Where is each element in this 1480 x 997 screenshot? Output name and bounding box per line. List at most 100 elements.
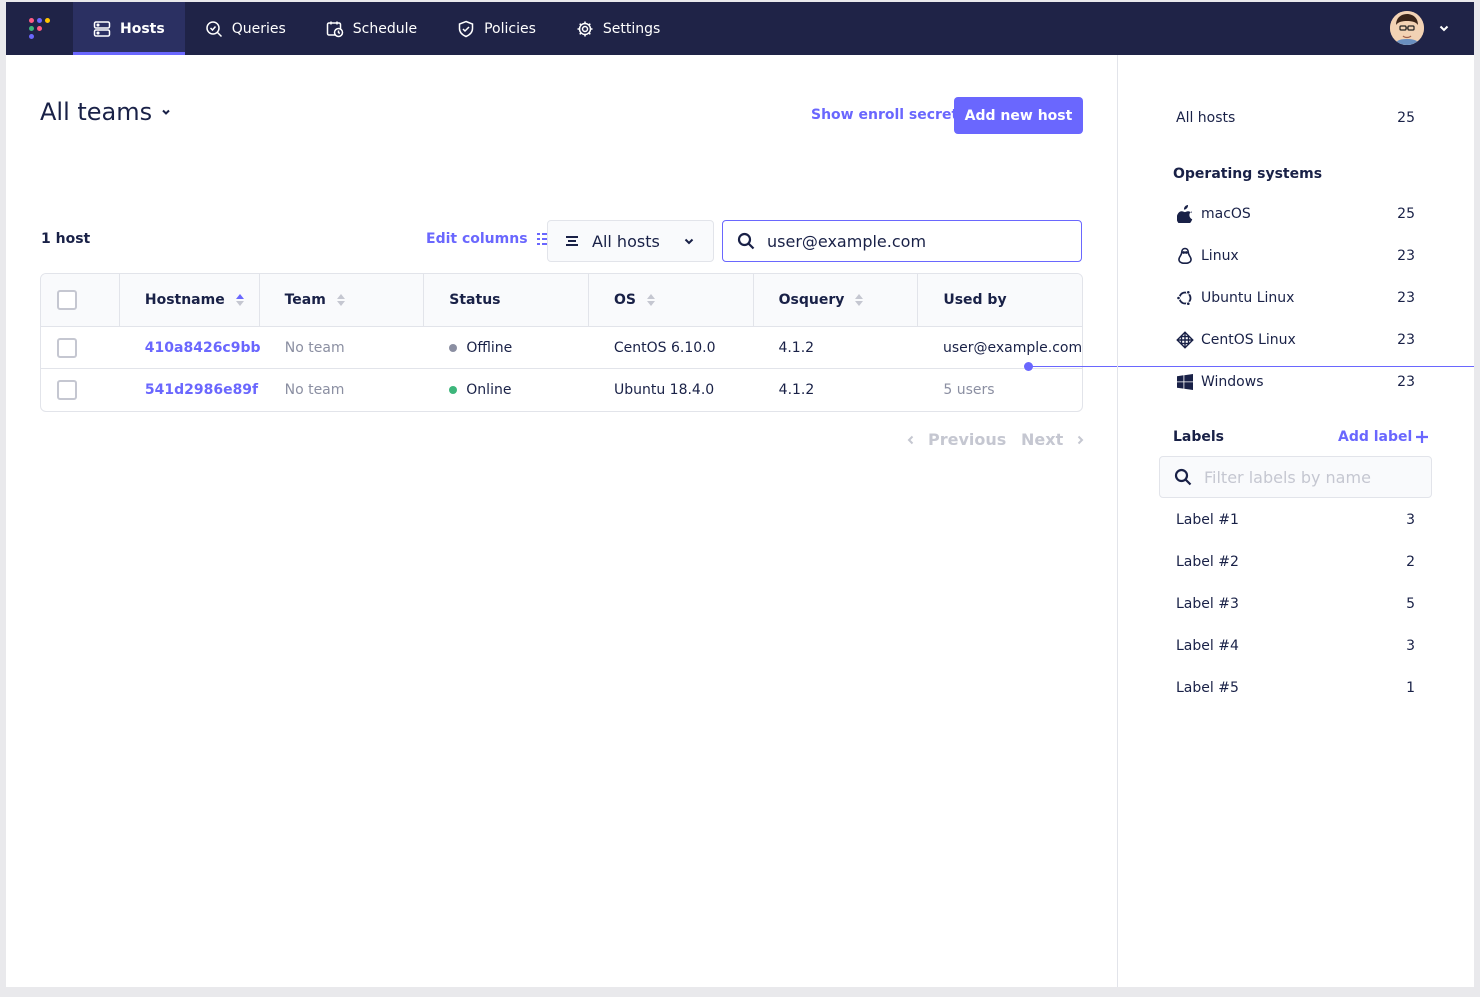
sidebar-item-label: All hosts	[1176, 110, 1236, 126]
apple-icon	[1176, 205, 1194, 223]
hosts-page: All teams Show enroll secret Add new hos…	[40, 55, 1085, 987]
sidebar-item-centos[interactable]: CentOS Linux 23	[1176, 331, 1415, 349]
sidebar-item-all-hosts[interactable]: All hosts 25	[1176, 110, 1415, 126]
select-all-checkbox[interactable]	[57, 290, 77, 310]
status-dot	[449, 386, 458, 394]
user-menu[interactable]	[1390, 11, 1450, 45]
hostname-link[interactable]: 541d2986e89f	[144, 382, 259, 398]
hosts-table: Hostname Team Status OS Osquery	[40, 273, 1083, 412]
chevron-down-icon[interactable]	[1438, 22, 1450, 34]
fleet-logo[interactable]	[6, 2, 73, 55]
sort-ascending-icon	[235, 294, 244, 306]
sidebar-item-label-5[interactable]: Label #5 1	[1176, 680, 1415, 696]
sort-icon	[855, 294, 864, 306]
sidebar-item-macos[interactable]: macOS 25	[1176, 205, 1415, 223]
sidebar-item-label-3[interactable]: Label #3 5	[1176, 596, 1415, 612]
used-by-cell[interactable]: 5 users	[943, 382, 995, 398]
nav-policies[interactable]: Policies	[437, 2, 556, 55]
team-dropdown[interactable]: All teams	[40, 98, 172, 126]
sort-icon	[646, 294, 655, 306]
column-os[interactable]: OS	[589, 274, 754, 326]
table-row[interactable]: 410a8426c9bb No team Offline CentOS 6.10…	[41, 327, 1082, 369]
previous-page-button[interactable]: Previous	[906, 430, 1006, 449]
sidebar-item-label: macOS	[1201, 206, 1251, 222]
host-count: 1 host	[41, 231, 91, 247]
queries-icon	[205, 20, 223, 38]
logo-icon	[29, 18, 50, 39]
chevron-down-icon	[162, 109, 170, 115]
sidebar-item-label: Label #3	[1176, 596, 1239, 612]
hostname-link[interactable]: 410a8426c9bb	[144, 339, 261, 356]
nav-schedule[interactable]: Schedule	[306, 2, 437, 55]
table-row[interactable]: 541d2986e89f No team Online Ubuntu 18.4.…	[41, 369, 1082, 411]
hostname-cell: 541d2986e89f	[120, 369, 260, 411]
chevron-right-icon	[1078, 435, 1084, 444]
nav-queries[interactable]: Queries	[185, 2, 306, 55]
filter-value: All hosts	[592, 231, 660, 251]
sidebar-item-label: CentOS Linux	[1201, 332, 1296, 348]
gear-icon	[576, 20, 594, 38]
sidebar-item-linux[interactable]: Linux 23	[1176, 247, 1415, 265]
add-label-button[interactable]: Add label	[1338, 429, 1429, 445]
chevron-left-icon	[907, 435, 914, 444]
labels-heading: Labels	[1173, 429, 1225, 445]
avatar[interactable]	[1390, 11, 1424, 45]
sidebar-item-windows[interactable]: Windows 23	[1176, 373, 1415, 391]
column-team[interactable]: Team	[260, 274, 425, 326]
label-filter-placeholder: Filter labels by name	[1204, 467, 1371, 487]
top-nav: Hosts Queries Schedule Policies Settings	[6, 2, 1474, 55]
team-cell: No team	[284, 382, 345, 398]
sidebar-item-label-1[interactable]: Label #1 3	[1176, 512, 1415, 528]
column-label: Status	[449, 292, 501, 308]
search-value: user@example.com	[767, 231, 927, 251]
row-select-cell	[41, 327, 120, 368]
table-header: Hostname Team Status OS Osquery	[41, 274, 1082, 327]
row-checkbox[interactable]	[57, 337, 77, 358]
column-label: Team	[284, 292, 326, 308]
sidebar-item-count: 5	[1406, 596, 1415, 612]
status-filter-dropdown[interactable]: All hosts	[547, 220, 714, 262]
filter-icon	[566, 236, 578, 246]
sidebar-item-count: 23	[1397, 290, 1415, 306]
ubuntu-icon	[1176, 289, 1194, 307]
sidebar-item-count: 25	[1397, 110, 1415, 126]
column-hostname[interactable]: Hostname	[120, 274, 260, 326]
sidebar-item-label-4[interactable]: Label #4 3	[1176, 638, 1415, 654]
select-all-cell	[41, 274, 120, 326]
edit-columns-button[interactable]: Edit columns	[426, 231, 551, 247]
linux-icon	[1176, 247, 1194, 265]
sidebar-item-label-2[interactable]: Label #2 2	[1176, 554, 1415, 570]
label-filter-input[interactable]: Filter labels by name	[1159, 456, 1432, 498]
edit-columns-label: Edit columns	[426, 231, 528, 247]
column-osquery[interactable]: Osquery	[754, 274, 919, 326]
sidebar-item-count: 3	[1406, 512, 1415, 528]
status-label: Offline	[466, 339, 513, 356]
sort-icon	[336, 294, 345, 306]
host-search-input[interactable]: user@example.com	[722, 220, 1082, 262]
next-label: Next	[1021, 430, 1064, 449]
os-cell: CentOS 6.10.0	[613, 339, 716, 356]
app-window: Hosts Queries Schedule Policies Settings	[6, 2, 1474, 987]
osquery-cell: 4.1.2	[778, 339, 815, 356]
nav-settings[interactable]: Settings	[556, 2, 680, 55]
row-checkbox[interactable]	[57, 380, 77, 400]
nav-label: Settings	[602, 20, 661, 37]
nav-label: Policies	[484, 20, 536, 37]
hosts-icon	[93, 20, 111, 38]
sidebar-item-ubuntu[interactable]: Ubuntu Linux 23	[1176, 289, 1415, 307]
sidebar-item-count: 23	[1397, 374, 1415, 390]
status-dot	[449, 343, 458, 352]
os-heading: Operating systems	[1173, 166, 1323, 182]
page-title: All teams	[40, 98, 153, 126]
show-enroll-secret-link[interactable]: Show enroll secret	[811, 107, 959, 123]
status-label: Online	[466, 382, 512, 398]
annotation-dot	[1024, 362, 1033, 371]
column-used-by: Used by	[918, 274, 1082, 326]
nav-hosts[interactable]: Hosts	[73, 2, 185, 55]
next-page-button[interactable]: Next	[1021, 430, 1085, 449]
windows-icon	[1176, 373, 1194, 391]
column-status: Status	[424, 274, 589, 326]
sidebar-item-label: Label #2	[1176, 554, 1239, 570]
add-new-host-button[interactable]: Add new host	[954, 97, 1083, 134]
hostname-cell: 410a8426c9bb	[120, 327, 261, 368]
